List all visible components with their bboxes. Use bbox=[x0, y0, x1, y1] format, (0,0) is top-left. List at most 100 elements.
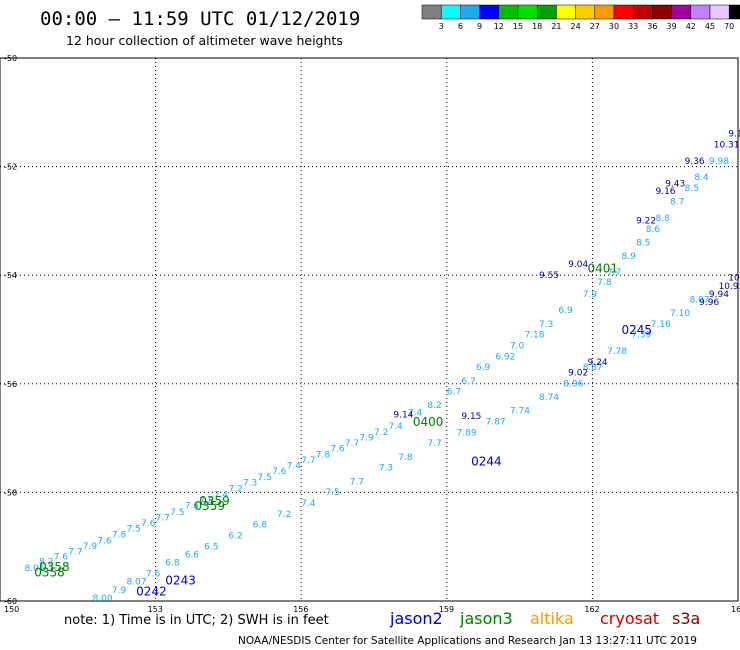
swh-value: 7.16 bbox=[651, 320, 671, 330]
swh-value: 7.2 bbox=[374, 428, 388, 438]
swh-value: 8.07 bbox=[126, 578, 146, 588]
y-tick-label: -60 bbox=[4, 597, 17, 606]
satellite-s3a: s3a bbox=[672, 609, 700, 628]
swh-value-high: 9.36 bbox=[685, 157, 705, 167]
colorbar-swatch bbox=[652, 4, 672, 20]
swh-value: 7.7 bbox=[68, 547, 82, 557]
swh-value: 7.6 bbox=[141, 519, 156, 529]
colorbar-swatch bbox=[517, 4, 538, 20]
swh-value: 6.8 bbox=[165, 559, 180, 569]
swh-value: 8.5 bbox=[685, 184, 699, 194]
swh-value: 7.4 bbox=[301, 499, 316, 509]
swh-value: 7.39 bbox=[631, 331, 651, 341]
swh-value: 7.7 bbox=[345, 439, 359, 449]
pass-time-label: 0401 bbox=[588, 261, 619, 275]
plot-frame bbox=[0, 57, 739, 602]
swh-value: 7.0 bbox=[510, 342, 525, 352]
swh-value: 7.7 bbox=[607, 268, 621, 278]
swh-value: 6.92 bbox=[495, 352, 515, 362]
swh-value: 7.3 bbox=[379, 464, 393, 474]
colorbar-label: 30 bbox=[609, 22, 619, 31]
swh-value: 7.6 bbox=[97, 536, 112, 546]
swh-value: 9.98 bbox=[709, 157, 729, 167]
colorbar-swatch bbox=[575, 4, 596, 20]
satellite-legend: jason2 jason3 altika cryosat s3a bbox=[389, 609, 700, 628]
colorbar-label: 3 bbox=[439, 22, 444, 31]
swh-value: 7.5 bbox=[170, 508, 184, 518]
colorbar-swatch bbox=[479, 4, 500, 20]
swh-value: 7.8 bbox=[316, 451, 331, 461]
swh-value: 7.9 bbox=[583, 290, 598, 300]
x-tick-label: 153 bbox=[148, 605, 163, 614]
x-tick-label: 159 bbox=[439, 605, 454, 614]
swh-value: 6.2 bbox=[228, 532, 242, 542]
colorbar-label: 42 bbox=[686, 22, 696, 31]
satellite-cryosat: cryosat bbox=[600, 609, 659, 628]
colorbar-swatch bbox=[440, 4, 461, 20]
swh-value: 8.7 bbox=[670, 198, 684, 208]
swh-value: 7.8 bbox=[398, 453, 413, 463]
satellite-altika: altika bbox=[530, 609, 574, 628]
swh-value-high: 9.96 bbox=[699, 298, 719, 308]
y-tick-label: -50 bbox=[4, 54, 17, 63]
swh-value-high: 9.43 bbox=[665, 180, 685, 190]
colorbar-swatch bbox=[421, 4, 442, 20]
satellite-jason3: jason3 bbox=[459, 609, 513, 628]
x-tick-label: 165 bbox=[731, 605, 740, 614]
swh-value: 7.87 bbox=[486, 418, 506, 428]
note-text: note: 1) Time is in UTC; 2) SWH is in fe… bbox=[64, 613, 329, 628]
colorbar-swatch bbox=[690, 4, 711, 20]
colorbar-label: 45 bbox=[705, 22, 715, 31]
swh-value: 7.4 bbox=[214, 490, 229, 500]
swh-value: 7.6 bbox=[330, 445, 345, 455]
x-tick-label: 162 bbox=[584, 605, 599, 614]
colorbar-swatch bbox=[632, 4, 653, 20]
swh-value: 7.6 bbox=[146, 570, 161, 580]
y-tick-label: -54 bbox=[4, 271, 17, 280]
swh-value-high: 9.02 bbox=[568, 369, 588, 379]
swh-value: 7.7 bbox=[301, 456, 315, 466]
colorbar-swatch bbox=[613, 4, 634, 20]
swh-value-high: 9.1 bbox=[728, 130, 740, 140]
swh-value: 8.9 bbox=[622, 252, 637, 262]
pass-time-label: 0359 bbox=[199, 494, 230, 508]
swh-value-high: 9.04 bbox=[568, 260, 588, 270]
swh-value: 7.4 bbox=[287, 462, 302, 472]
swh-value: 8.5 bbox=[636, 238, 650, 248]
pass-time-label: 0358 bbox=[34, 566, 65, 580]
swh-value-high: 9.24 bbox=[588, 358, 608, 368]
x-tick-label: 156 bbox=[293, 605, 308, 614]
swh-value: 7.7 bbox=[156, 514, 170, 524]
pass-time-label: 0359 bbox=[194, 499, 225, 513]
swh-value: 7.8 bbox=[199, 496, 214, 506]
swh-value: 7.5 bbox=[325, 488, 339, 498]
colorbar-label: 33 bbox=[628, 22, 638, 31]
swh-value: 7.9 bbox=[112, 586, 127, 596]
chart-subtitle: 12 hour collection of altimeter wave hei… bbox=[66, 33, 343, 48]
y-tick-label: -56 bbox=[4, 380, 17, 389]
swh-value: 7.6 bbox=[272, 467, 287, 477]
wave-height-tracks: 8.018.2 7.67.77.97.67.87.57.67.77.57.67.8… bbox=[25, 130, 740, 604]
colorbar-swatch bbox=[498, 4, 519, 20]
swh-value: 7.9 bbox=[359, 433, 374, 443]
swh-value: 8.8 bbox=[655, 214, 670, 224]
swh-value: 7.74 bbox=[510, 407, 530, 417]
swh-value: 6.9 bbox=[558, 306, 573, 316]
swh-value: 7.6 bbox=[185, 502, 200, 512]
colorbar-label: 70 bbox=[724, 22, 734, 31]
swh-value: 8.6 bbox=[646, 225, 661, 235]
swh-value: 6.7 bbox=[447, 388, 461, 398]
swh-value: 8.2 bbox=[427, 401, 441, 411]
colorbar-label: 27 bbox=[590, 22, 600, 31]
y-tick-label: -52 bbox=[4, 163, 17, 172]
swh-value: 6.8 bbox=[253, 521, 268, 531]
swh-value: 7.89 bbox=[457, 428, 477, 438]
swh-value-high: 9.15 bbox=[461, 412, 481, 422]
swh-value: 7.7 bbox=[350, 477, 364, 487]
axis-ticks: 150 153 156 159 162 165 -50 -52 -54 -56 -58 -60 bbox=[4, 54, 740, 614]
swh-value: 7.10 bbox=[670, 309, 690, 319]
swh-value: 7.8 bbox=[112, 530, 127, 540]
colorbar-swatch bbox=[536, 4, 557, 20]
